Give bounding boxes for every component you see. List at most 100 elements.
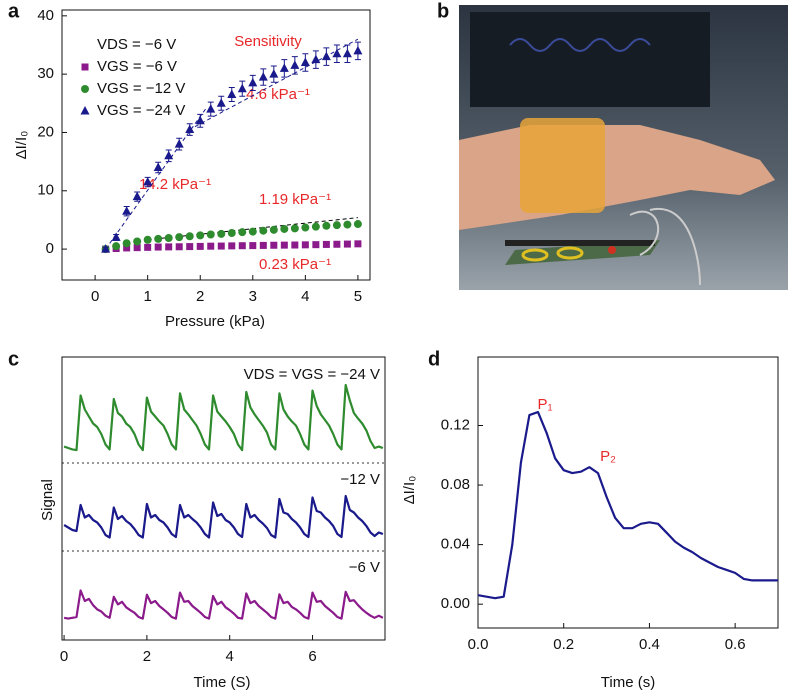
line bbox=[477, 411, 778, 600]
marker bbox=[321, 51, 331, 61]
plot-frame bbox=[61, 9, 371, 281]
y-tick-label: 30 bbox=[37, 65, 54, 82]
marker bbox=[301, 223, 310, 232]
marker bbox=[217, 229, 226, 238]
marker bbox=[259, 226, 268, 235]
marker bbox=[175, 243, 183, 251]
marker bbox=[206, 230, 215, 239]
marker bbox=[111, 232, 121, 241]
marker bbox=[228, 242, 236, 250]
marker bbox=[270, 241, 278, 249]
marker bbox=[342, 48, 352, 58]
marker bbox=[238, 242, 246, 250]
monitor bbox=[470, 12, 710, 107]
wires bbox=[629, 207, 701, 286]
marker bbox=[153, 162, 163, 171]
panel-label: b bbox=[437, 0, 449, 22]
marker bbox=[311, 54, 321, 64]
marker bbox=[353, 220, 362, 229]
plot-frame bbox=[61, 356, 386, 641]
marker bbox=[249, 242, 257, 250]
marker bbox=[258, 72, 268, 81]
marker bbox=[259, 241, 267, 249]
marker bbox=[300, 57, 310, 66]
marker bbox=[311, 222, 320, 231]
x-tick-label: 3 bbox=[249, 288, 257, 305]
fit-line bbox=[194, 38, 359, 128]
trace-label: −12 V bbox=[340, 471, 380, 488]
y-tick-label: 0 bbox=[46, 240, 54, 257]
annotation: P₂ bbox=[600, 448, 616, 465]
marker bbox=[164, 234, 173, 243]
marker bbox=[185, 124, 195, 134]
marker bbox=[216, 98, 226, 107]
marker bbox=[280, 224, 289, 233]
annotation: 4.6 kPa⁻¹ bbox=[246, 86, 310, 103]
marker bbox=[174, 139, 184, 148]
annotation: 0.23 kPa⁻¹ bbox=[259, 256, 331, 273]
marker bbox=[301, 241, 309, 249]
y-tick-label: 0.00 bbox=[441, 595, 470, 612]
legend-label: VGS = −24 V bbox=[97, 102, 185, 119]
marker bbox=[333, 240, 341, 248]
marker bbox=[122, 206, 132, 215]
marker bbox=[122, 239, 131, 248]
coin-cell bbox=[556, 246, 584, 260]
photo bbox=[459, 5, 788, 290]
x-tick-label: 6 bbox=[308, 648, 316, 665]
marker bbox=[332, 221, 341, 230]
x-tick-label: 4 bbox=[301, 288, 309, 305]
marker bbox=[123, 244, 131, 252]
marker bbox=[133, 237, 142, 246]
marker bbox=[196, 231, 205, 240]
coin-cell bbox=[521, 248, 549, 262]
marker bbox=[154, 234, 163, 243]
annotation: 1.19 kPa⁻¹ bbox=[259, 191, 331, 208]
marker bbox=[322, 240, 330, 248]
marker bbox=[312, 241, 320, 249]
line bbox=[63, 589, 384, 620]
marker bbox=[279, 63, 289, 72]
legend-marker bbox=[81, 85, 89, 93]
marker bbox=[217, 242, 225, 250]
marker bbox=[248, 77, 258, 87]
marker bbox=[186, 243, 194, 251]
marker bbox=[237, 83, 247, 93]
x-tick-label: 2 bbox=[196, 288, 204, 305]
marker bbox=[291, 241, 299, 249]
x-axis-label: Pressure (kPa) bbox=[165, 313, 265, 330]
marker bbox=[227, 229, 236, 238]
legend-marker bbox=[80, 106, 90, 115]
pin-header bbox=[505, 240, 655, 246]
y-axis-label: Signal bbox=[39, 479, 56, 521]
y-axis-label: ΔI/I₀ bbox=[401, 476, 418, 505]
marker bbox=[132, 191, 142, 201]
x-tick-label: 0 bbox=[91, 288, 99, 305]
panel-label: c bbox=[8, 348, 19, 370]
marker bbox=[353, 45, 363, 55]
y-axis-label: ΔI/I₀ bbox=[13, 131, 30, 160]
marker bbox=[133, 244, 141, 252]
marker bbox=[332, 48, 342, 58]
marker bbox=[154, 243, 162, 251]
panel-label: a bbox=[8, 0, 20, 22]
marker bbox=[101, 244, 111, 253]
marker bbox=[290, 224, 299, 233]
marker bbox=[343, 240, 351, 248]
x-tick-label: 0 bbox=[60, 648, 68, 665]
marker bbox=[144, 243, 152, 251]
marker bbox=[238, 228, 247, 237]
x-tick-label: 0.6 bbox=[725, 636, 746, 653]
marker bbox=[143, 177, 153, 186]
x-axis-label: Time (S) bbox=[194, 674, 251, 691]
marker bbox=[185, 232, 194, 241]
y-tick-label: 20 bbox=[37, 123, 54, 140]
x-tick-label: 1 bbox=[144, 288, 152, 305]
y-tick-label: 40 bbox=[37, 7, 54, 24]
plot-frame bbox=[477, 356, 779, 629]
marker bbox=[175, 233, 184, 242]
legend-label: VGS = −6 V bbox=[97, 58, 177, 75]
y-tick-label: 10 bbox=[37, 182, 54, 199]
marker bbox=[280, 241, 288, 249]
